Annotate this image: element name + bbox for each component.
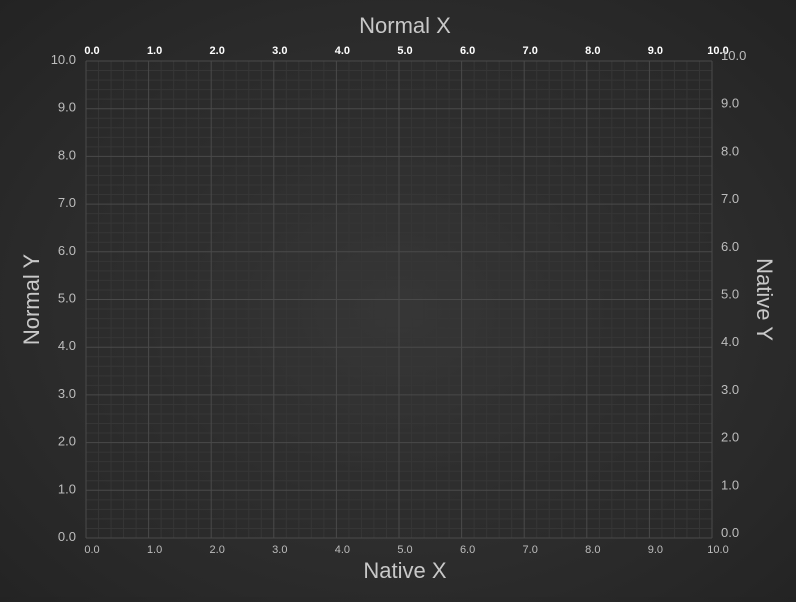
right-y-axis-title: Native Y (752, 258, 777, 341)
top-x-tick-label: 9.0 (648, 45, 663, 57)
left-y-tick-label: 8.0 (58, 147, 76, 162)
bottom-x-tick-label: 4.0 (335, 544, 350, 556)
top-x-tick-label: 0.0 (84, 45, 99, 57)
bottom-x-tick-label: 6.0 (460, 544, 475, 556)
left-y-tick-label: 4.0 (58, 338, 76, 353)
top-x-tick-label: 4.0 (335, 45, 350, 57)
left-y-tick-label: 10.0 (51, 52, 76, 67)
bottom-x-axis-title: Native X (363, 558, 446, 583)
top-x-tick-label: 2.0 (210, 45, 225, 57)
right-y-tick-label: 4.0 (721, 334, 739, 349)
right-y-tick-label: 9.0 (721, 96, 739, 111)
left-y-tick-label: 0.0 (58, 529, 76, 544)
left-y-tick-label: 2.0 (58, 434, 76, 449)
bottom-x-tick-label: 3.0 (272, 544, 287, 556)
top-x-tick-label: 1.0 (147, 45, 162, 57)
right-y-tick-label: 7.0 (721, 191, 739, 206)
top-x-tick-label: 6.0 (460, 45, 475, 57)
right-y-tick-label: 5.0 (721, 287, 739, 302)
bottom-x-tick-label: 7.0 (523, 544, 538, 556)
left-y-tick-label: 7.0 (58, 195, 76, 210)
right-y-tick-label: 10.0 (721, 48, 746, 63)
left-y-axis-title: Normal Y (19, 254, 44, 346)
bottom-x-tick-label: 1.0 (147, 544, 162, 556)
left-y-tick-label: 9.0 (58, 100, 76, 115)
top-x-tick-label: 10.0 (707, 45, 728, 57)
bottom-x-tick-label: 9.0 (648, 544, 663, 556)
bottom-x-tick-label: 0.0 (84, 544, 99, 556)
right-y-tick-label: 1.0 (721, 477, 739, 492)
bottom-x-tick-label: 10.0 (707, 544, 728, 556)
bottom-x-tick-label: 2.0 (210, 544, 225, 556)
right-y-tick-label: 6.0 (721, 239, 739, 254)
right-y-tick-label: 2.0 (721, 430, 739, 445)
top-x-tick-label: 3.0 (272, 45, 287, 57)
left-y-tick-label: 6.0 (58, 243, 76, 258)
right-y-tick-label: 0.0 (721, 525, 739, 540)
top-x-tick-label: 7.0 (523, 45, 538, 57)
top-x-axis-title: Normal X (359, 13, 451, 38)
bottom-x-tick-label: 8.0 (585, 544, 600, 556)
top-x-tick-label: 5.0 (397, 45, 412, 57)
right-y-tick-label: 3.0 (721, 382, 739, 397)
right-y-tick-label: 8.0 (721, 143, 739, 158)
left-y-tick-label: 1.0 (58, 481, 76, 496)
top-x-tick-label: 8.0 (585, 45, 600, 57)
left-y-tick-label: 3.0 (58, 386, 76, 401)
bottom-x-tick-label: 5.0 (397, 544, 412, 556)
left-y-tick-label: 5.0 (58, 291, 76, 306)
